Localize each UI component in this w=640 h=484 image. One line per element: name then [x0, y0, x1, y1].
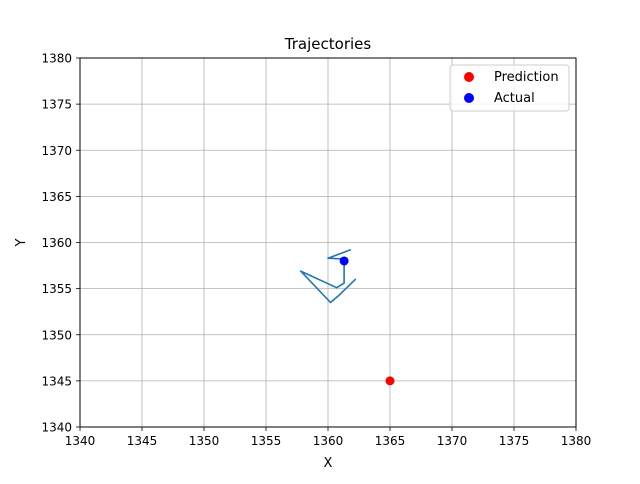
x-tick-label: 1370	[437, 434, 468, 448]
y-tick-label: 1340	[41, 421, 72, 435]
chart-title: Trajectories	[284, 35, 372, 53]
y-tick-label: 1375	[41, 98, 72, 112]
y-axis-ticks: 1340 1345 1350 1355 1360 1365 1370 1375 1380	[41, 52, 80, 435]
x-axis-ticks: 1340 1345 1350 1355 1360 1365 1370 1375 1380	[65, 427, 592, 448]
y-tick-label: 1370	[41, 144, 72, 158]
prediction-point	[385, 376, 395, 386]
points-layer	[339, 256, 395, 386]
trajectory-layer	[299, 249, 357, 304]
x-tick-label: 1375	[499, 434, 530, 448]
x-tick-label: 1350	[189, 434, 220, 448]
y-tick-label: 1360	[41, 236, 72, 250]
legend-box	[449, 64, 570, 112]
y-tick-label: 1350	[41, 328, 72, 342]
y-tick-label: 1380	[41, 52, 72, 66]
y-tick-label: 1345	[41, 374, 72, 388]
x-tick-label: 1345	[127, 434, 158, 448]
legend: Prediction Actual	[449, 64, 570, 112]
legend-marker-prediction	[464, 72, 474, 82]
x-tick-label: 1360	[313, 434, 344, 448]
x-tick-label: 1355	[251, 434, 282, 448]
x-tick-label: 1380	[561, 434, 592, 448]
actual-point	[339, 256, 349, 266]
x-tick-label: 1340	[65, 434, 96, 448]
trajectory-line	[299, 249, 357, 304]
legend-label-prediction: Prediction	[494, 70, 559, 85]
y-tick-label: 1355	[41, 282, 72, 296]
x-axis-label: X	[324, 456, 333, 471]
legend-label-actual: Actual	[494, 91, 535, 106]
y-axis-label: Y	[14, 238, 29, 247]
legend-marker-actual	[464, 93, 474, 103]
x-tick-label: 1365	[375, 434, 406, 448]
y-tick-label: 1365	[41, 190, 72, 204]
